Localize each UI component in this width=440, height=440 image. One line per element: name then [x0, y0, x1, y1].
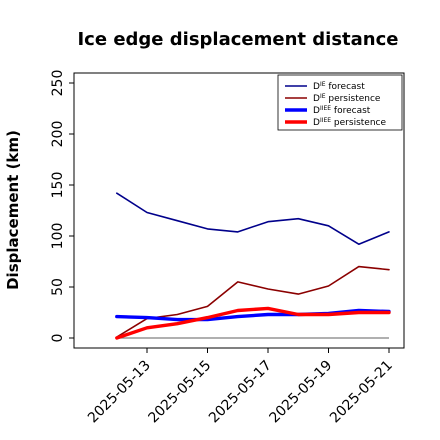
y-tick-label: 150: [50, 172, 66, 199]
y-tick-label: 50: [50, 278, 66, 296]
series-layer: [115, 192, 391, 340]
series-line-die_persistence: [116, 265, 390, 338]
x-tick-label: 2025-05-17: [206, 358, 275, 427]
x-axis: 2025-05-132025-05-152025-05-172025-05-19…: [85, 348, 396, 426]
series-line-die_forecast: [116, 192, 390, 245]
y-tick-label: 250: [50, 70, 66, 97]
y-axis: 0 50 100 150 200 250: [50, 70, 74, 343]
legend-label-diee_forecast: DIIEE forecast: [313, 105, 371, 117]
series-line-diee_persistence: [115, 306, 391, 340]
legend-label-diee_persistence: DIIEE persistence: [313, 117, 386, 129]
y-tick-label: 0: [50, 334, 66, 343]
x-tick-label: 2025-05-21: [327, 358, 396, 427]
plot-frame: [73, 72, 405, 349]
legend-label-die_persistence: DIE persistence: [313, 93, 381, 105]
legend-label-die_forecast: DIE forecast: [313, 81, 365, 93]
y-axis-label: Displacement (km): [4, 130, 22, 290]
x-tick-label: 2025-05-13: [85, 358, 154, 427]
x-tick-label: 2025-05-15: [145, 358, 214, 427]
y-tick-label: 100: [50, 223, 66, 250]
y-tick-label: 200: [50, 121, 66, 148]
x-tick-label: 2025-05-19: [266, 358, 335, 427]
chart-title: Ice edge displacement distance: [77, 29, 398, 50]
